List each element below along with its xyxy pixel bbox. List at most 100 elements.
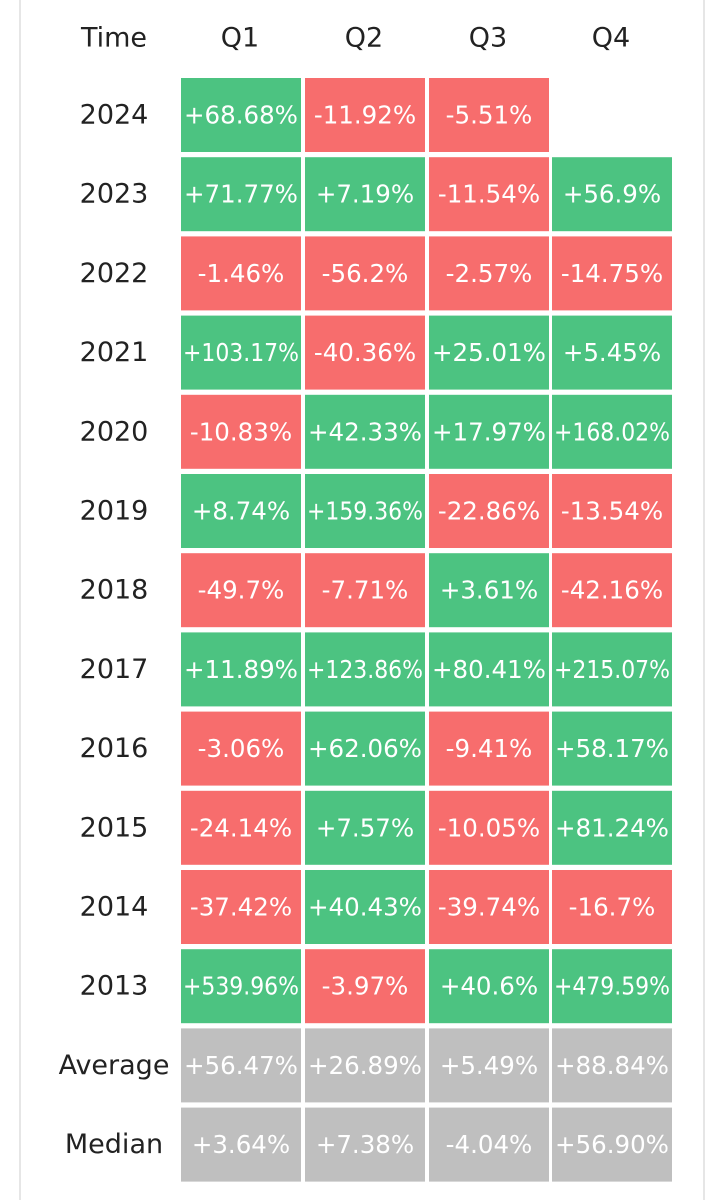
cell-value-2020-q1: -10.83% xyxy=(190,417,292,446)
row-label-2017: 2017 xyxy=(80,654,149,685)
cell-average-q2 xyxy=(305,1028,425,1103)
row-label-2016: 2016 xyxy=(80,733,149,764)
row-label-median: Median xyxy=(65,1129,163,1160)
cell-2017-q3 xyxy=(429,632,549,707)
cell-2014-q4 xyxy=(552,870,672,944)
cell-2017-q2 xyxy=(305,632,425,707)
cell-value-2022-q4: -14.75% xyxy=(561,259,663,288)
cell-value-2017-q1: +11.89% xyxy=(184,655,298,684)
cell-value-average-q2: +26.89% xyxy=(308,1051,422,1080)
cell-value-2020-q2: +42.33% xyxy=(308,417,422,446)
row-label-2013: 2013 xyxy=(80,971,149,1002)
row-label-2022: 2022 xyxy=(80,258,149,289)
cell-2023-q4 xyxy=(552,157,672,232)
cell-value-2021-q3: +25.01% xyxy=(432,338,546,367)
cell-2018-q1 xyxy=(181,553,301,628)
cell-median-q4 xyxy=(552,1107,672,1182)
cell-value-2018-q2: -7.71% xyxy=(322,576,409,605)
cell-value-2022-q2: -56.2% xyxy=(322,259,409,288)
cell-value-2024-q3: -5.51% xyxy=(446,101,533,130)
cell-value-2014-q2: +40.43% xyxy=(308,893,422,922)
cell-2013-q4 xyxy=(552,949,672,1024)
cell-average-q4 xyxy=(552,1028,672,1103)
cell-2020-q2 xyxy=(305,394,425,469)
cell-2019-q4 xyxy=(552,474,672,548)
cell-2019-q2 xyxy=(305,474,425,548)
row-label-2024: 2024 xyxy=(80,100,149,131)
cell-value-average-q1: +56.47% xyxy=(184,1051,298,1080)
cell-2021-q3 xyxy=(429,315,549,390)
column-header-q1: Q1 xyxy=(221,23,259,54)
cell-2016-q3 xyxy=(429,711,549,786)
cell-value-median-q2: +7.38% xyxy=(316,1130,414,1159)
cell-2017-q4 xyxy=(552,632,672,707)
cell-2020-q1 xyxy=(181,394,301,469)
cell-value-2018-q3: +3.61% xyxy=(440,576,538,605)
cell-value-2017-q3: +80.41% xyxy=(432,655,546,684)
cell-2021-q4 xyxy=(552,315,672,390)
cell-median-q2 xyxy=(305,1107,425,1182)
cell-2013-q2 xyxy=(305,949,425,1024)
cell-value-2015-q3: -10.05% xyxy=(438,813,540,842)
row-label-average: Average xyxy=(59,1050,170,1081)
cell-2016-q1 xyxy=(181,711,301,786)
cell-value-2016-q4: +58.17% xyxy=(555,734,669,763)
cell-value-2018-q1: -49.7% xyxy=(198,576,285,605)
cell-2019-q3 xyxy=(429,474,549,548)
cell-2016-q2 xyxy=(305,711,425,786)
cell-2020-q4 xyxy=(552,394,672,469)
cell-median-q3 xyxy=(429,1107,549,1182)
cell-2015-q1 xyxy=(181,790,301,865)
cell-value-average-q3: +5.49% xyxy=(440,1051,538,1080)
cell-value-2021-q1: +103.17% xyxy=(183,338,299,367)
cell-value-2022-q1: -1.46% xyxy=(198,259,285,288)
cell-2015-q3 xyxy=(429,790,549,865)
cell-2023-q3 xyxy=(429,157,549,232)
cell-value-2014-q3: -39.74% xyxy=(438,893,540,922)
column-header-q3: Q3 xyxy=(469,23,507,54)
cell-2021-q1 xyxy=(181,315,301,390)
cell-2021-q2 xyxy=(305,315,425,390)
cell-2023-q1 xyxy=(181,157,301,232)
cell-value-2016-q1: -3.06% xyxy=(198,734,285,763)
cell-value-median-q1: +3.64% xyxy=(192,1130,290,1159)
left-frame-line xyxy=(19,0,21,1200)
cell-value-median-q4: +56.90% xyxy=(555,1130,669,1159)
corner-label-time: Time xyxy=(80,23,147,54)
cell-value-2013-q3: +40.6% xyxy=(440,972,538,1001)
cell-value-2023-q3: -11.54% xyxy=(438,180,540,209)
cell-value-2024-q1: +68.68% xyxy=(184,101,298,130)
cell-2018-q3 xyxy=(429,553,549,628)
cell-value-2013-q1: +539.96% xyxy=(183,972,299,1001)
cell-value-2016-q3: -9.41% xyxy=(446,734,533,763)
cell-average-q3 xyxy=(429,1028,549,1103)
cell-value-2019-q1: +8.74% xyxy=(192,497,290,526)
cell-2013-q1 xyxy=(181,949,301,1024)
cell-value-2017-q4: +215.07% xyxy=(554,655,670,684)
cell-value-median-q3: -4.04% xyxy=(446,1130,533,1159)
cell-2013-q3 xyxy=(429,949,549,1024)
cell-2024-q1 xyxy=(181,78,301,152)
cell-2022-q4 xyxy=(552,236,672,311)
right-frame-line xyxy=(703,0,705,1200)
cell-2014-q1 xyxy=(181,870,301,944)
row-label-2020: 2020 xyxy=(80,416,149,447)
cell-value-2014-q4: -16.7% xyxy=(569,893,656,922)
cell-value-2015-q1: -24.14% xyxy=(190,813,292,842)
cell-value-2018-q4: -42.16% xyxy=(561,576,663,605)
cell-value-2017-q2: +123.86% xyxy=(307,655,423,684)
cell-value-2013-q2: -3.97% xyxy=(322,972,409,1001)
heatmap-cells: 2024 +68.68% -11.92% -5.51% 2023 +71.77% +7.19… xyxy=(59,78,672,1182)
cell-2014-q3 xyxy=(429,870,549,944)
cell-value-average-q4: +88.84% xyxy=(555,1051,669,1080)
cell-value-2020-q3: +17.97% xyxy=(432,417,546,446)
cell-value-2020-q4: +168.02% xyxy=(554,417,670,446)
cell-2023-q2 xyxy=(305,157,425,232)
cell-2018-q2 xyxy=(305,553,425,628)
cell-value-2015-q2: +7.57% xyxy=(316,813,414,842)
cell-2015-q2 xyxy=(305,790,425,865)
cell-value-2015-q4: +81.24% xyxy=(555,813,669,842)
row-label-2021: 2021 xyxy=(80,337,149,368)
cell-value-2021-q2: -40.36% xyxy=(314,338,416,367)
